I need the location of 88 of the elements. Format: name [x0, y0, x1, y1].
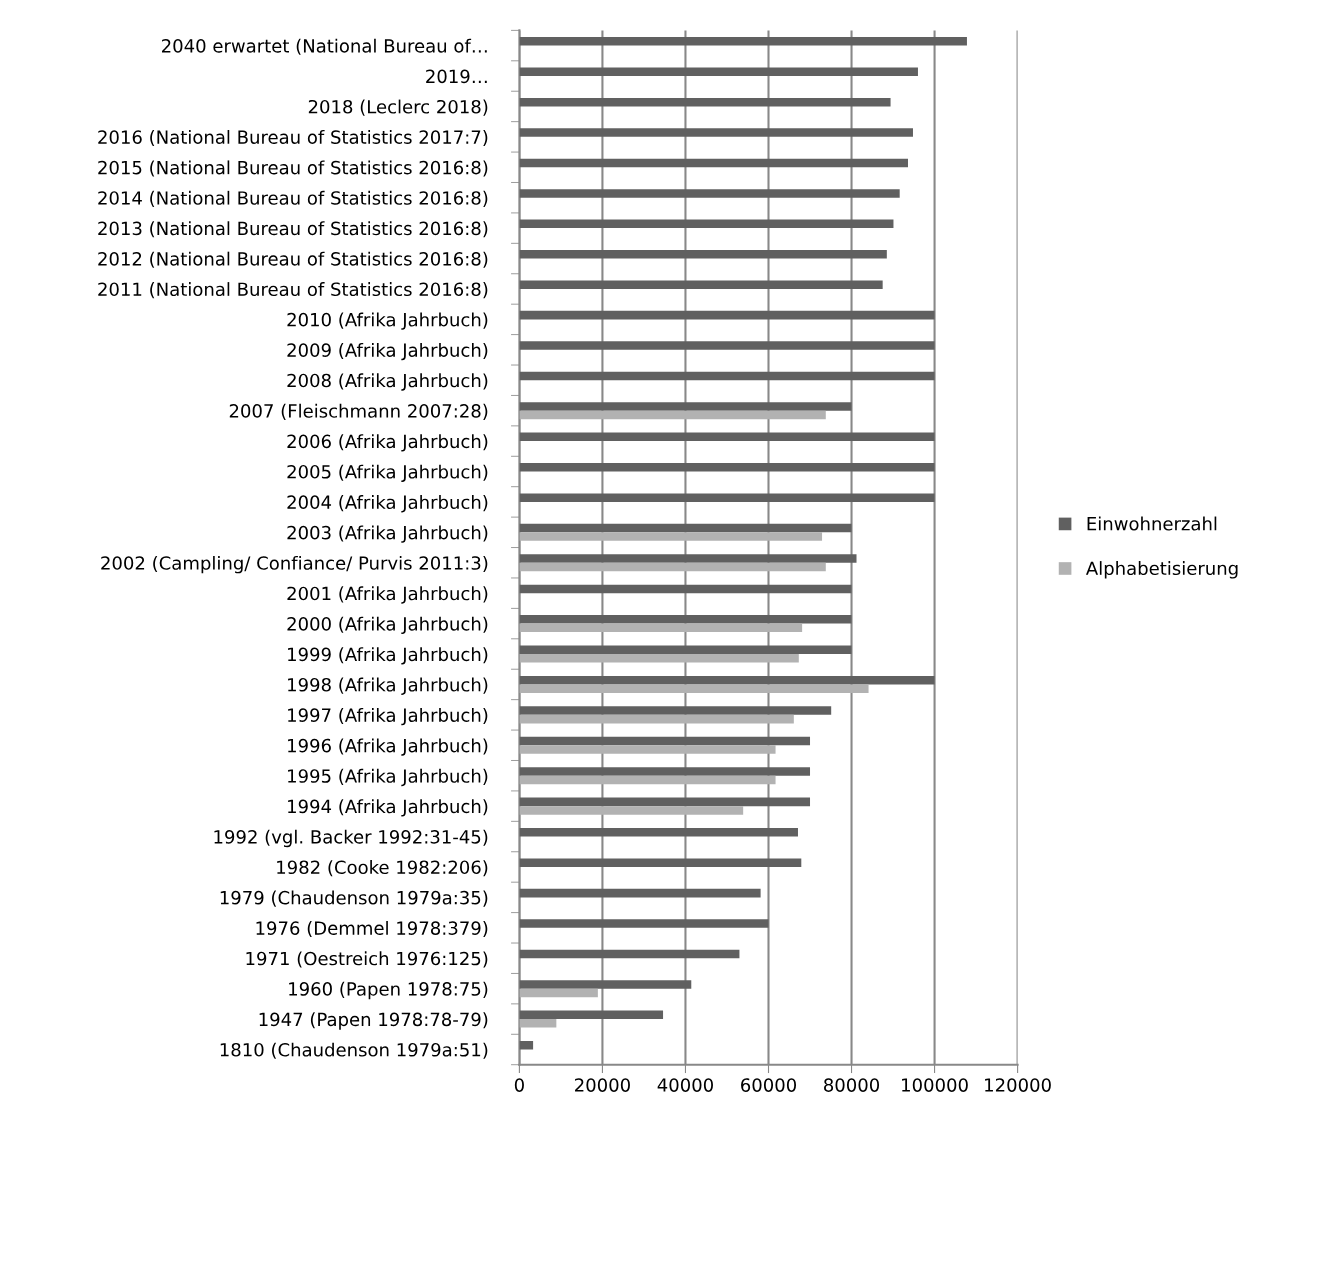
y-tick-label: 2015 (National Bureau of Statistics 2016:8): [98, 160, 488, 177]
y-tick-label: 2008 (Afrika Jahrbuch): [287, 373, 488, 391]
bar: [519, 858, 802, 867]
bar: [519, 280, 883, 289]
bar: [519, 1019, 557, 1028]
y-tick-label: 1996 (Afrika Jahrbuch): [288, 738, 488, 756]
bar: [519, 919, 769, 928]
x-tick-label: 100000: [902, 1078, 968, 1092]
bar: [519, 37, 967, 46]
bar: [519, 250, 887, 259]
y-tick-label: 1971 (Oestreich 1976:125): [246, 951, 488, 968]
y-tick-label: 2040 erwartet (National Bureau of…: [162, 38, 487, 55]
y-tick-label: 1979 (Chaudenson 1979a:35): [220, 890, 488, 907]
y-tick-label: 2006 (Afrika Jahrbuch): [287, 434, 488, 452]
bar: [519, 371, 935, 381]
bar: [519, 736, 811, 746]
y-tick-label: 2016 (National Bureau of Statistics 2017:7): [98, 130, 488, 147]
bar: [519, 219, 894, 229]
y-tick-label: 1976 (Demmel 1978:379): [256, 920, 488, 938]
x-tick-label: 60000: [741, 1078, 797, 1092]
x-tick-label: 0: [514, 1078, 524, 1092]
y-tick-label: 2012 (National Bureau of Statistics 2016:8): [98, 251, 488, 268]
bar: [519, 1010, 664, 1020]
bar: [519, 675, 935, 685]
y-tick-label: 2014 (National Bureau of Statistics 2016:8): [98, 190, 488, 207]
y-tick-label: 2002 (Campling/ Confiance/ Purvis 2011:3): [101, 555, 488, 574]
x-tick-label: 20000: [575, 1078, 630, 1092]
bar: [519, 128, 913, 137]
y-tick-label: 1998 (Afrika Jahrbuch): [288, 677, 488, 695]
y-tick-label: 2009 (Afrika Jahrbuch): [287, 342, 488, 361]
bar: [519, 684, 869, 693]
y-tick-label: 2000 (Afrika Jahrbuch): [287, 616, 488, 635]
bar: [519, 745, 776, 754]
y-tick-label: 2004 (Afrika Jahrbuch): [287, 495, 488, 513]
y-tick-label: 1992 (vgl. Backer 1992:31-45): [214, 829, 488, 848]
bar: [519, 67, 918, 77]
y-tick-label: 2005 (Afrika Jahrbuch): [287, 464, 488, 482]
y-tick-label: 2003 (Afrika Jahrbuch): [287, 525, 488, 543]
bar: [519, 554, 857, 563]
bar: [519, 432, 935, 442]
bar: [519, 402, 852, 411]
y-tick-label: 1994 (Afrika Jahrbuch): [288, 799, 488, 817]
y-tick-label: 1982 (Cooke 1982:206): [277, 860, 488, 877]
bar: [519, 714, 794, 724]
y-tick-label: 1999 (Afrika Jahrbuch): [288, 647, 488, 665]
bar: [519, 615, 852, 624]
bar: [519, 797, 811, 807]
x-tick-label: 120000: [985, 1078, 1051, 1092]
y-tick-label: 2018 (Leclerc 2018): [308, 99, 488, 116]
bar: [519, 462, 935, 472]
bar: [519, 562, 826, 572]
y-tick-label: 2019…: [426, 69, 487, 84]
bar: [519, 310, 935, 320]
y-tick-label: 1960 (Papen 1978:75): [289, 981, 488, 1000]
bar: [519, 410, 826, 420]
legend-label: Einwohnerzahl: [1087, 516, 1217, 531]
bar: [519, 767, 811, 776]
bar: [519, 654, 799, 663]
bar: [519, 341, 935, 350]
y-tick-label: 1947 (Papen 1978:78-79): [259, 1012, 488, 1030]
bar: [519, 645, 852, 655]
bar: [519, 988, 598, 998]
bar: [519, 828, 798, 837]
y-tick-label: 2011 (National Bureau of Statistics 2016:8): [98, 282, 488, 299]
bar: [519, 949, 740, 959]
x-tick-label: 40000: [657, 1078, 713, 1092]
y-tick-label: 2001 (Afrika Jahrbuch): [287, 586, 488, 604]
bar: [519, 980, 692, 989]
y-tick-label: 1995 (Afrika Jahrbuch): [288, 768, 488, 787]
y-tick-label: 2010 (Afrika Jahrbuch): [287, 312, 488, 330]
legend-label: Alphabetisierung: [1085, 561, 1238, 579]
bar: [519, 706, 832, 715]
bar: [519, 775, 776, 785]
bar: [519, 532, 823, 541]
bar: [519, 806, 744, 815]
y-tick-label: 1997 (Afrika Jahrbuch): [288, 708, 488, 726]
y-tick-label: 2007 (Fleischmann 2007:28): [229, 403, 488, 420]
bar: [519, 888, 761, 898]
bar: [519, 493, 935, 502]
bar: [519, 523, 852, 533]
bar: [519, 623, 803, 633]
bar: [519, 158, 908, 168]
y-tick-label: 1810 (Chaudenson 1979a:51): [220, 1042, 488, 1059]
bar: [519, 97, 891, 107]
y-tick-label: 2013 (National Bureau of Statistics 2016:8): [98, 221, 488, 238]
bar: [519, 584, 852, 594]
bar: [519, 189, 900, 198]
x-tick-label: 80000: [824, 1078, 880, 1092]
